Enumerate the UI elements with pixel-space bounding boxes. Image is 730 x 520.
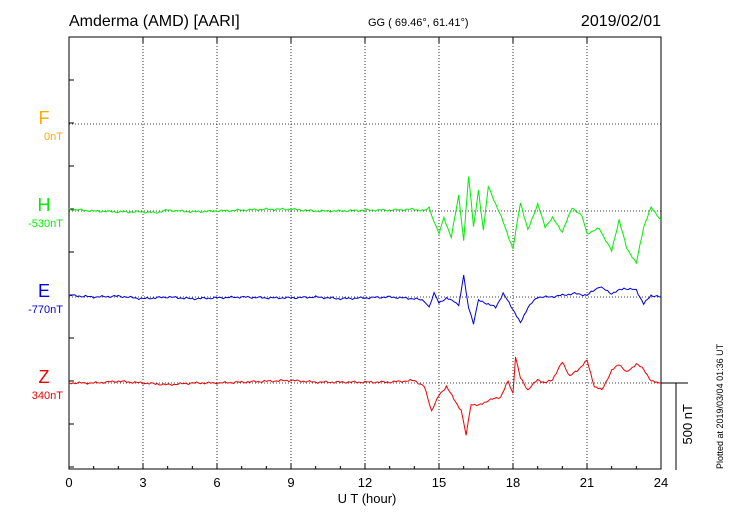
series-line-e [68, 274, 662, 325]
geographic-coords: GG ( 69.46°, 61.41°) [368, 17, 469, 29]
x-tick-label: 15 [432, 475, 446, 490]
channel-name-h: H [38, 195, 51, 215]
channel-labels: F 0nT H -530nT E -770nT Z 340nT [28, 108, 63, 402]
channel-name-f: F [39, 108, 50, 128]
x-tick-label: 9 [287, 475, 294, 490]
series-lines [68, 176, 662, 436]
date-label: 2019/02/01 [581, 13, 661, 30]
x-tick-label: 3 [139, 475, 146, 490]
x-tick-label: 0 [65, 475, 72, 490]
gridlines [69, 37, 661, 469]
x-tick-label: 6 [213, 475, 220, 490]
x-axis-ticks: 0 3 6 9 12 15 18 21 24 [65, 37, 668, 490]
x-tick-label: 18 [506, 475, 520, 490]
x-tick-label: 21 [580, 475, 594, 490]
channel-baseline-h: -530nT [28, 218, 63, 230]
series-line-z [68, 356, 661, 436]
channel-baseline-e: -770nT [28, 304, 63, 316]
channel-name-e: E [38, 281, 50, 301]
station-title: Amderma (AMD) [AARI] [69, 13, 240, 30]
channel-name-z: Z [39, 367, 50, 387]
scale-bar: 500 nT [661, 382, 695, 470]
series-line-h [68, 176, 662, 265]
x-tick-label: 24 [654, 475, 668, 490]
channel-baseline-z: 340nT [32, 390, 63, 402]
plotted-timestamp: Plotted at 2019/03/04 01:36 UT [715, 343, 725, 469]
channel-baseline-f: 0nT [44, 131, 63, 143]
x-tick-label: 12 [358, 475, 372, 490]
x-axis-label: U T (hour) [338, 491, 397, 506]
scale-bar-label: 500 nT [680, 404, 695, 445]
